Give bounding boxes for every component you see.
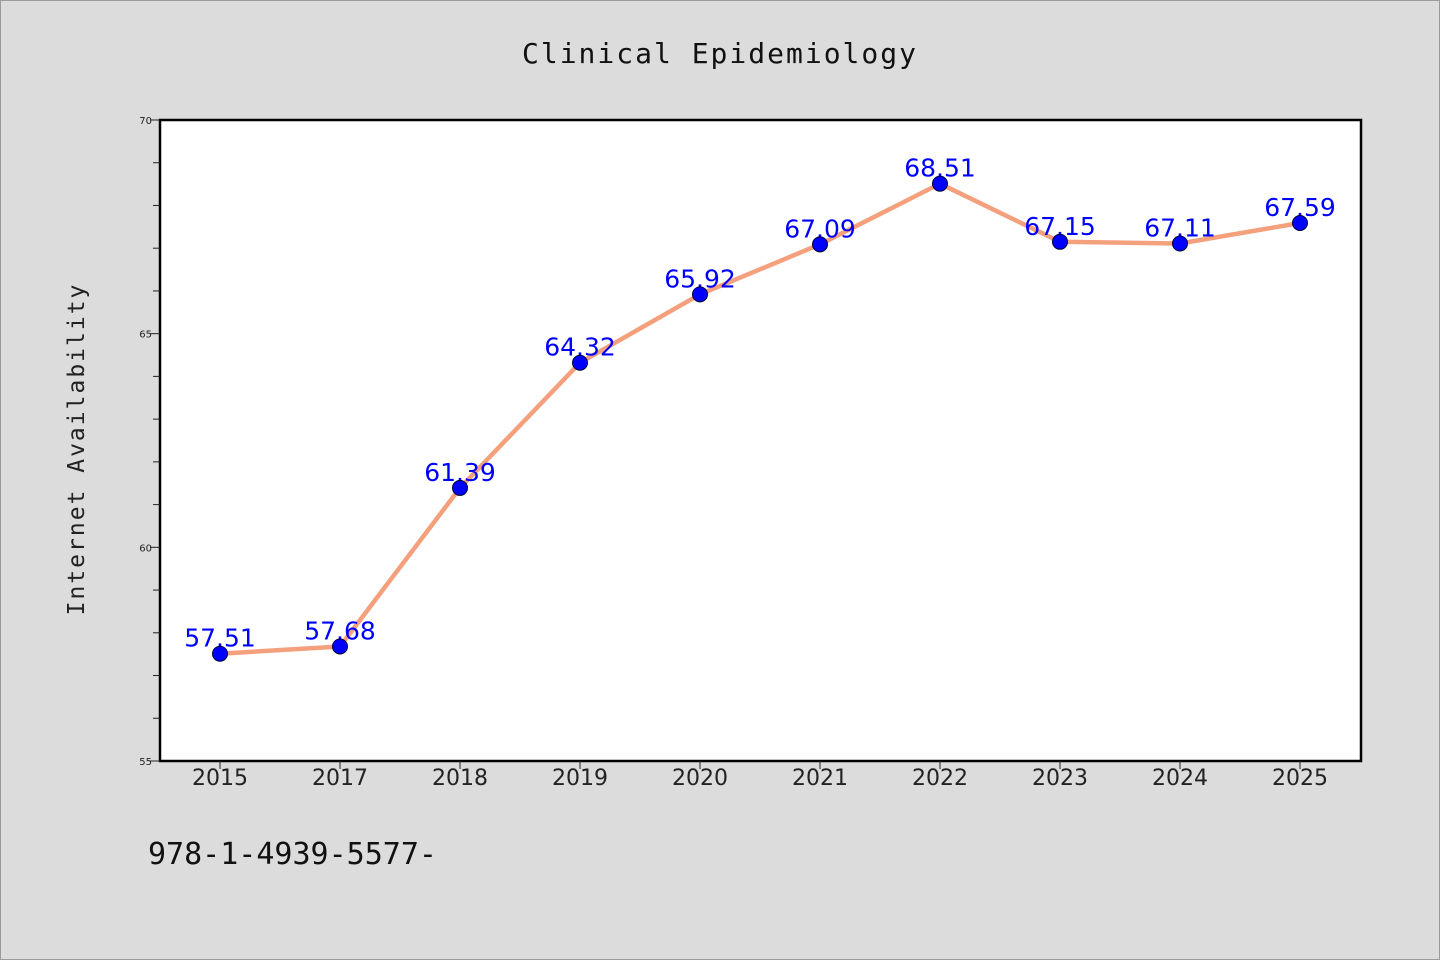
- data-point: [932, 175, 948, 192]
- data-point: [1292, 214, 1308, 231]
- data-points-layer: [212, 175, 1308, 662]
- x-tick-label: 2015: [192, 766, 248, 791]
- series-line: [217, 181, 1303, 656]
- data-point: [1052, 233, 1068, 250]
- footnote-code: 978-1-4939-5577-: [148, 837, 437, 872]
- y-tick-label: 60: [139, 543, 152, 554]
- data-labels-layer: 57.51 57.6861.3964.3265.9267.0968.5167.15…: [184, 154, 1336, 653]
- x-tick-label: 2021: [792, 766, 848, 791]
- y-tick-label: 55: [139, 757, 152, 768]
- x-tick-label: 2023: [1032, 766, 1088, 791]
- data-point: [692, 286, 708, 303]
- chart-title: Clinical Epidemiology: [522, 37, 918, 70]
- x-tick-label: 2025: [1272, 766, 1328, 791]
- x-tick-label: 2019: [552, 766, 608, 791]
- y-tick-label: 70: [139, 116, 152, 127]
- x-tick-label: 2020: [672, 766, 728, 791]
- y-axis-label: Internet Availability: [64, 283, 90, 616]
- x-tick-label: 2018: [432, 766, 488, 791]
- data-point: [812, 236, 828, 253]
- axis-ticks: 55 60 65 70 2015 2017 2018 2019 2020 2021 2022 2023…: [139, 116, 1328, 791]
- plot-area: [158, 118, 1363, 763]
- y-tick-label: 65: [139, 330, 152, 341]
- x-tick-label: 2017: [312, 766, 368, 791]
- data-point: [1172, 235, 1188, 252]
- x-tick-label: 2022: [912, 766, 968, 791]
- data-point: [332, 638, 348, 655]
- data-point: [452, 479, 468, 496]
- x-tick-label: 2024: [1152, 766, 1208, 791]
- data-point: [212, 645, 228, 662]
- data-point: [572, 354, 588, 371]
- series-line-layer: [217, 181, 1303, 656]
